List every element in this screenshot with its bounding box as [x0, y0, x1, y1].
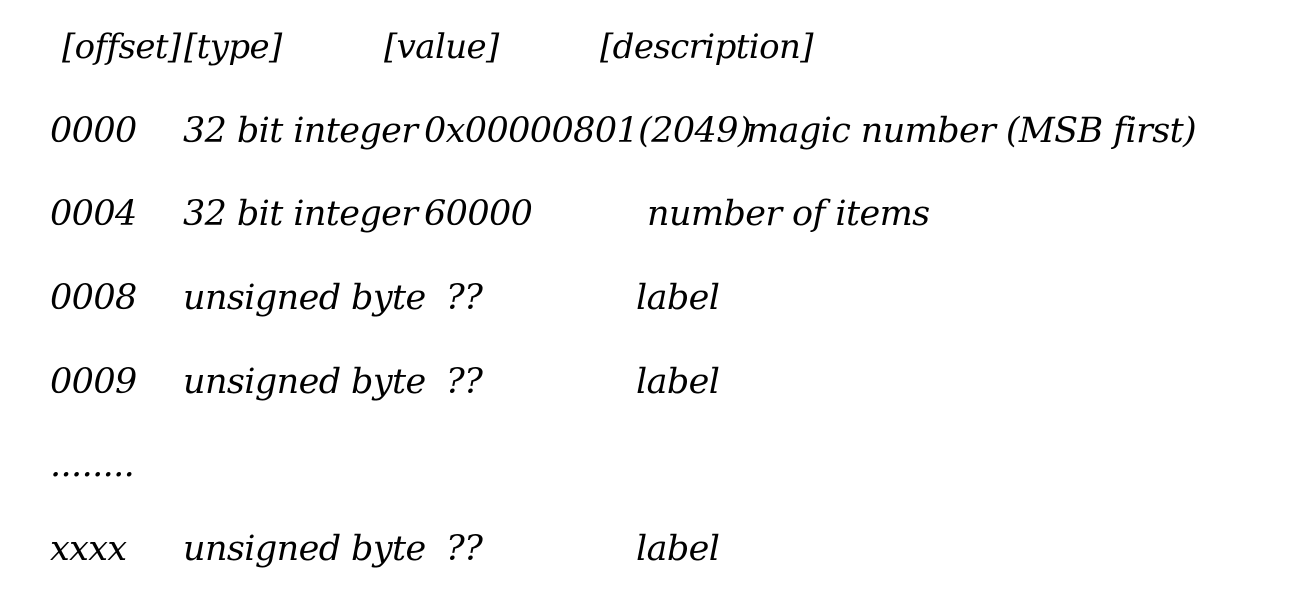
header-row: [offset] [type] [value] [description]	[0, 22, 1306, 72]
ellipsis: ........	[50, 445, 135, 485]
row-value: ??	[446, 278, 483, 318]
header-value: [value]	[384, 27, 499, 67]
row-offset: 0004	[50, 194, 137, 234]
row-offset: 0008	[50, 278, 137, 318]
header-type: [type]	[184, 27, 282, 67]
row-type: 32 bit integer	[183, 111, 418, 151]
table-row: 0004 32 bit integer 60000 number of item…	[0, 189, 1306, 239]
row-type: unsigned byte	[183, 362, 426, 402]
table-row: 0000 32 bit integer 0x00000801(2049) mag…	[0, 106, 1306, 156]
row-type: unsigned byte	[183, 278, 426, 318]
row-value: ??	[446, 362, 483, 402]
row-description: magic number (MSB first)	[746, 111, 1197, 151]
row-value: 0x00000801(2049)	[424, 111, 752, 151]
header-description: [description]	[600, 27, 814, 67]
row-offset: xxxx	[50, 529, 127, 569]
row-offset: 0009	[50, 362, 137, 402]
row-type: 32 bit integer	[183, 194, 418, 234]
table-row: xxxx unsigned byte ?? label	[0, 524, 1306, 574]
table-row: 0009 unsigned byte ?? label	[0, 357, 1306, 407]
table-row: 0008 unsigned byte ?? label	[0, 273, 1306, 323]
row-description: label	[636, 529, 720, 569]
row-value: ??	[446, 529, 483, 569]
row-description: number of items	[647, 194, 930, 234]
row-description: label	[636, 278, 720, 318]
ellipsis-row: ........	[0, 440, 1306, 490]
row-value: 60000	[424, 194, 533, 234]
row-type: unsigned byte	[183, 529, 426, 569]
row-description: label	[636, 362, 720, 402]
row-offset: 0000	[50, 111, 137, 151]
header-offset: [offset]	[62, 27, 181, 67]
